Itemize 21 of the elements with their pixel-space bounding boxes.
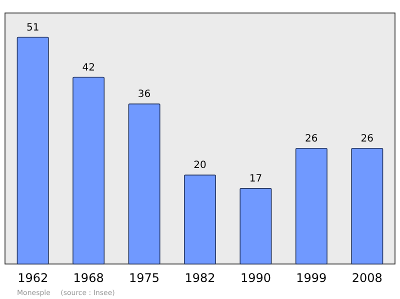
bar xyxy=(295,148,328,264)
x-tick-label: 1999 xyxy=(296,271,327,285)
x-tick-label: 1962 xyxy=(18,271,48,285)
bar xyxy=(16,36,49,264)
bar xyxy=(351,148,384,264)
x-tick-label: 1982 xyxy=(184,271,216,285)
bar xyxy=(184,174,216,264)
bar xyxy=(128,104,160,264)
x-tick-label: 1975 xyxy=(129,271,160,285)
x-tick-label: 1990 xyxy=(240,271,271,285)
data-label: 36 xyxy=(138,88,151,100)
bar xyxy=(72,76,105,264)
x-tick-label: 1968 xyxy=(73,271,104,285)
x-tick-label: 2008 xyxy=(352,271,382,285)
data-label: 26 xyxy=(305,133,318,144)
bar xyxy=(240,188,272,264)
data-label: 26 xyxy=(360,133,374,144)
data-label: 17 xyxy=(249,173,262,184)
data-label: 42 xyxy=(82,62,95,74)
data-label: 51 xyxy=(26,22,40,34)
data-label: 20 xyxy=(194,160,206,172)
